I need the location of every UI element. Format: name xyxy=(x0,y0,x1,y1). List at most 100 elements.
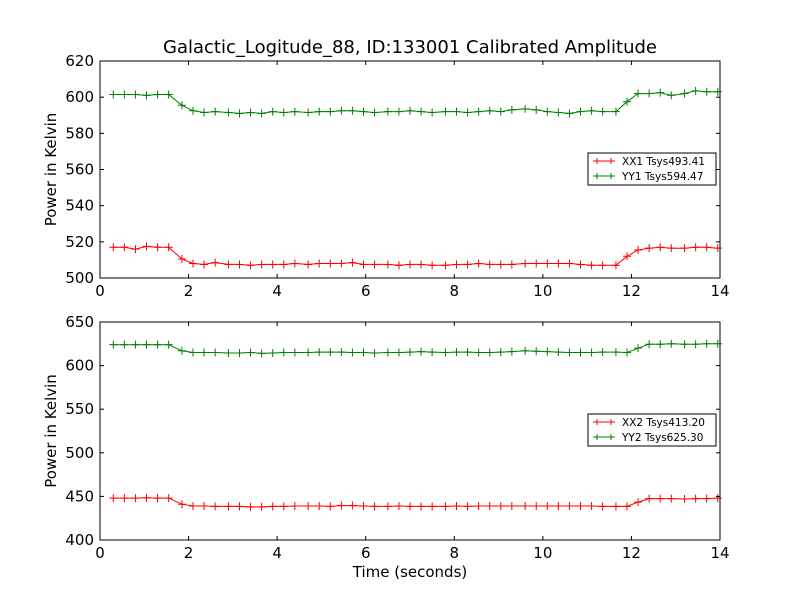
data-point-marker xyxy=(645,89,654,98)
data-point-marker xyxy=(268,260,277,269)
x-tick-label: 4 xyxy=(272,544,282,562)
data-point-marker xyxy=(326,107,335,116)
x-tick-label: 2 xyxy=(184,544,194,562)
y-tick-label: 520 xyxy=(65,233,94,251)
data-point-marker xyxy=(246,348,255,357)
data-point-marker xyxy=(565,259,574,268)
data-point-marker xyxy=(337,259,346,268)
data-point-marker xyxy=(142,340,151,349)
data-point-marker xyxy=(634,344,643,353)
chart-title: Galactic_Logitude_88, ID:133001 Calibrat… xyxy=(163,37,657,58)
data-point-marker xyxy=(235,260,244,269)
data-point-marker xyxy=(565,501,574,510)
data-point-marker xyxy=(667,494,676,503)
x-tick-label: 0 xyxy=(95,544,105,562)
data-point-marker xyxy=(691,243,700,252)
data-point-marker xyxy=(417,347,426,356)
data-point-marker xyxy=(131,494,140,503)
data-point-marker xyxy=(315,501,324,510)
data-point-marker xyxy=(235,109,244,118)
data-point-marker xyxy=(359,107,368,116)
data-point-marker xyxy=(474,501,483,510)
data-point-marker xyxy=(224,348,233,357)
data-point-marker xyxy=(268,502,277,511)
data-point-marker xyxy=(463,502,472,511)
data-point-marker xyxy=(452,501,461,510)
data-point-marker xyxy=(200,348,209,357)
data-point-marker xyxy=(348,501,357,510)
y-tick-label: 580 xyxy=(65,124,94,142)
data-point-marker xyxy=(142,242,151,251)
data-point-marker xyxy=(463,348,472,357)
data-point-marker xyxy=(576,348,585,357)
data-point-marker xyxy=(257,502,266,511)
x-tick-label: 6 xyxy=(361,282,371,300)
data-point-marker xyxy=(359,260,368,269)
x-axis-label: Time (seconds) xyxy=(352,563,468,581)
x-tick-label: 12 xyxy=(622,544,641,562)
data-point-marker xyxy=(532,259,541,268)
data-point-marker xyxy=(348,348,357,357)
data-point-marker xyxy=(485,348,494,357)
data-point-marker xyxy=(507,105,516,114)
data-point-marker xyxy=(348,106,357,115)
data-point-marker xyxy=(441,261,450,270)
data-point-marker xyxy=(598,261,607,270)
data-point-marker xyxy=(598,502,607,511)
data-point-marker xyxy=(224,108,233,117)
data-point-marker xyxy=(702,494,711,503)
y-tick-label: 500 xyxy=(65,444,94,462)
x-tick-label: 6 xyxy=(361,544,371,562)
data-point-marker xyxy=(428,502,437,511)
data-point-marker xyxy=(164,90,173,99)
data-point-marker xyxy=(702,87,711,96)
data-point-marker xyxy=(623,97,631,106)
data-point-marker xyxy=(211,502,220,511)
data-point-marker xyxy=(359,501,368,510)
data-point-marker xyxy=(521,259,530,268)
x-tick-label: 14 xyxy=(710,282,729,300)
data-point-marker xyxy=(189,106,197,115)
data-point-marker xyxy=(304,260,313,269)
data-point-marker xyxy=(634,245,643,254)
x-tick-label: 14 xyxy=(710,544,729,562)
data-point-marker xyxy=(315,259,324,268)
data-point-marker xyxy=(485,260,494,269)
data-point-marker xyxy=(200,108,209,117)
data-point-marker xyxy=(623,252,631,261)
data-point-marker xyxy=(394,501,403,510)
data-point-marker xyxy=(109,90,118,99)
y-tick-label: 620 xyxy=(65,52,94,70)
data-point-marker xyxy=(211,348,220,357)
x-tick-label: 2 xyxy=(184,282,194,300)
y-tick-label: 600 xyxy=(65,357,94,375)
data-point-marker xyxy=(109,340,118,349)
data-point-marker xyxy=(315,107,324,116)
data-point-marker xyxy=(521,501,530,510)
data-point-marker xyxy=(680,495,689,504)
data-point-marker xyxy=(224,502,233,511)
data-point-marker xyxy=(611,261,620,270)
data-point-marker xyxy=(554,259,563,268)
data-point-marker xyxy=(691,340,700,349)
legend-box xyxy=(587,152,717,186)
x-tick-label: 8 xyxy=(450,282,460,300)
data-point-marker xyxy=(667,244,676,253)
data-point-marker xyxy=(496,260,505,269)
data-point-marker xyxy=(496,348,505,357)
x-tick-label: 0 xyxy=(95,282,105,300)
data-point-marker xyxy=(246,108,255,117)
data-point-marker xyxy=(691,86,700,95)
data-point-marker xyxy=(131,245,140,254)
data-point-marker xyxy=(576,501,585,510)
data-point-marker xyxy=(576,107,585,116)
data-point-marker xyxy=(211,258,220,267)
data-point-marker xyxy=(565,348,574,357)
data-point-marker xyxy=(200,260,209,269)
data-point-marker xyxy=(452,348,461,357)
data-point-marker xyxy=(463,108,472,117)
legend-entry-label: XX2 Tsys413.20 xyxy=(622,417,705,429)
data-point-marker xyxy=(496,107,505,116)
data-point-marker xyxy=(634,498,643,507)
data-point-marker xyxy=(109,243,118,252)
